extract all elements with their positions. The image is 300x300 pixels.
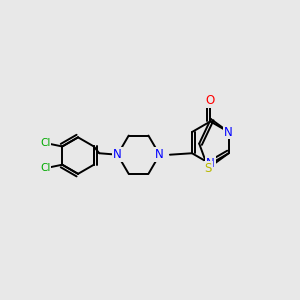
Text: N: N [155, 148, 164, 161]
Text: N: N [224, 125, 233, 139]
Text: O: O [206, 94, 215, 107]
Text: Cl: Cl [40, 138, 50, 148]
Text: N: N [113, 148, 122, 161]
Text: N: N [206, 157, 215, 170]
Text: Cl: Cl [40, 163, 50, 173]
Text: S: S [205, 162, 212, 175]
